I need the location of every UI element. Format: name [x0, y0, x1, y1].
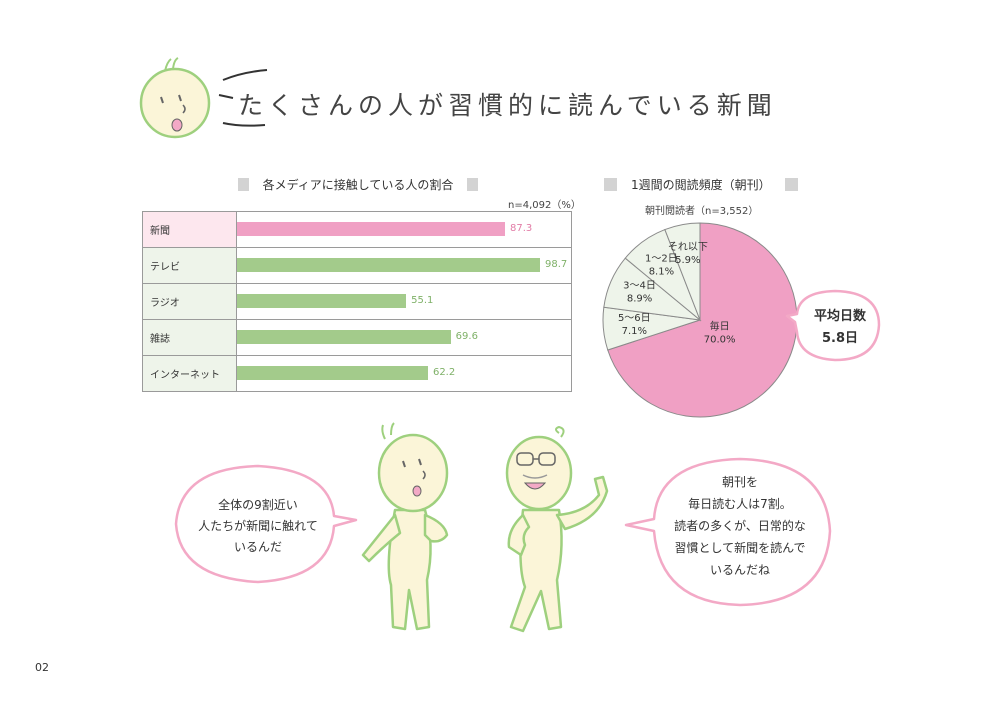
bar-category-label: ラジオ: [142, 283, 237, 320]
bar-chart: 新聞 87.3 テレビ 98.7 ラジオ 55.1 雑誌 69.6 インターネット 62.2: [142, 211, 572, 392]
pie-slice-label: 5〜6日: [618, 313, 651, 324]
bar-category-label: テレビ: [142, 247, 237, 284]
average-badge-value: 5.8日: [821, 331, 859, 346]
bar-category-label: 新聞: [142, 211, 237, 248]
bar-cell: 98.7: [236, 247, 572, 284]
bar-value-label: 98.7: [545, 259, 568, 270]
title-square-right: [467, 178, 478, 191]
bar-value-label: 87.3: [510, 223, 533, 234]
title-square-right: [784, 178, 798, 191]
bar-value-label: 55.1: [411, 295, 434, 306]
speech-line: いるんだ: [233, 540, 282, 554]
speech-bubble-right: [624, 457, 832, 607]
speech-line: 全体の9割近い: [218, 498, 298, 512]
bar-chart-header: 各メディアに接触している人の割合: [238, 176, 478, 193]
pie-chart-note: 朝刊閲読者（n=3,552）: [645, 206, 759, 217]
bar-value-label: 69.6: [455, 331, 478, 342]
speech-text-right: 朝刊を 毎日読む人は7割。 読者の多くが、日常的な 習慣として新聞を読んで いる…: [655, 471, 825, 581]
pie-chart-title: 1週間の閲読頻度（朝刊）: [631, 178, 771, 192]
bar: [237, 330, 451, 344]
speech-bubble-left: [174, 464, 358, 584]
character-pointing: [505, 425, 609, 633]
pie-slice-label: それ以下: [668, 241, 708, 253]
bar-chart-title: 各メディアに接触している人の割合: [262, 178, 454, 192]
bar-cell: 55.1: [236, 283, 572, 320]
bar-cell: 62.2: [236, 355, 572, 392]
pie-slice-label: 毎日: [710, 319, 730, 332]
bar-category-label: インターネット: [142, 355, 237, 392]
bar-row: インターネット 62.2: [142, 355, 572, 392]
average-badge-label: 平均日数: [813, 309, 866, 324]
speech-line: 人たちが新聞に触れて: [198, 519, 318, 533]
pie-slice: [607, 222, 798, 418]
speech-line: いるんだね: [709, 563, 770, 577]
title-square-left: [604, 178, 617, 191]
bar-row: 新聞 87.3: [142, 211, 572, 248]
pie-chart: 毎日 70.0% 5〜6日 7.1% 3〜4日 8.9% 1〜2日 8.1% それ以下 5.9%: [602, 222, 798, 418]
bar-value-label: 62.2: [432, 367, 456, 378]
pie-slice-label: 3〜4日: [623, 281, 656, 292]
header-character: [139, 57, 268, 139]
pie-slice-value: 8.1%: [649, 267, 674, 278]
bar-row: 雑誌 69.6: [142, 319, 572, 356]
title-square-left: [238, 178, 249, 191]
pie-slice: [664, 222, 701, 321]
bar-row: ラジオ 55.1: [142, 283, 572, 320]
average-badge-bubble: [785, 289, 881, 362]
bar-category-label: 雑誌: [142, 319, 237, 356]
page-title: たくさんの人が習慣的に読んでいる新聞: [238, 91, 777, 120]
average-badge: 平均日数 5.8日: [800, 306, 880, 350]
bar-row: テレビ 98.7: [142, 247, 572, 284]
speech-text-left: 全体の9割近い 人たちが新聞に触れて いるんだ: [178, 495, 338, 558]
speech-line: 朝刊を: [721, 475, 758, 489]
bar-cell: 87.3: [236, 211, 572, 248]
bar-cell: 69.6: [236, 319, 572, 356]
pie-chart-header: 1週間の閲読頻度（朝刊）: [604, 176, 798, 193]
speech-line: 習慣として新聞を読んで: [674, 541, 806, 555]
page-number: 02: [35, 661, 49, 674]
pie-slice-value: 8.9%: [627, 294, 652, 305]
pie-slice-value: 70.0%: [704, 334, 736, 345]
bar: [237, 222, 505, 236]
bar-chart-note: n=4,092（%）: [508, 200, 581, 211]
character-thinking: [361, 422, 449, 631]
bar: [237, 366, 428, 380]
pie-slice-value: 5.9%: [675, 255, 700, 266]
speech-line: 毎日読む人は7割。: [688, 497, 792, 511]
bar: [237, 294, 407, 308]
bar: [237, 258, 540, 272]
pie-slice-label: 1〜2日: [645, 254, 678, 265]
speech-line: 読者の多くが、日常的な: [674, 519, 806, 533]
pie-slice-value: 7.1%: [622, 326, 647, 337]
